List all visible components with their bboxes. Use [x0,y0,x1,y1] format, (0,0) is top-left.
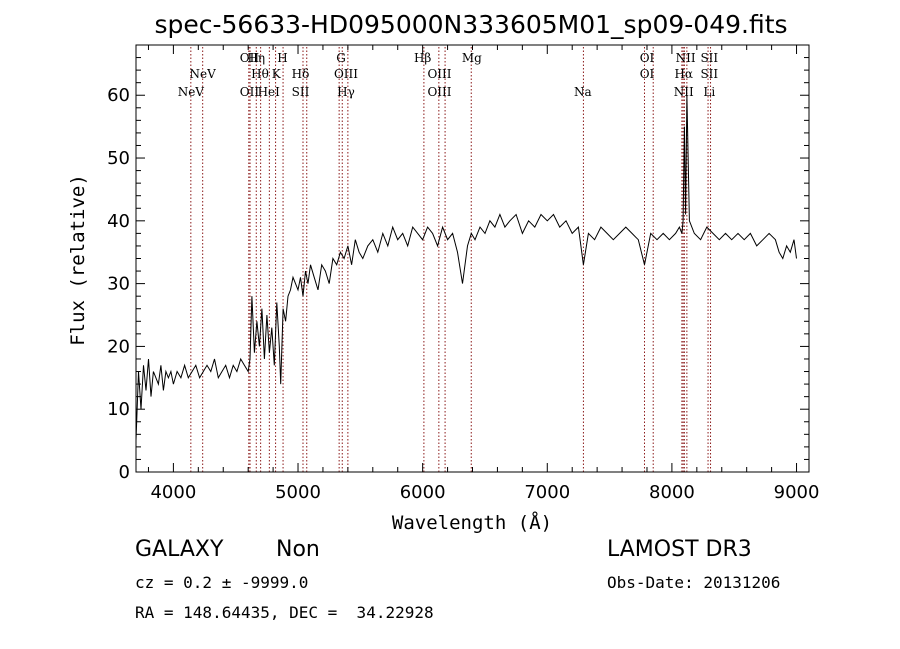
y-tick-label-60: 60 [107,85,130,106]
x-tick-label-8000: 8000 [649,482,695,503]
chart-title: spec-56633-HD095000N333605M01_sp09-049.f… [154,10,787,39]
y-tick-label-40: 40 [107,211,130,232]
line-label-3: OII [240,85,260,99]
line-label-8: H [277,51,287,65]
line-label-20: OI [640,67,655,81]
object-class: GALAXY [135,537,224,562]
spectrum-line-0 [135,95,797,441]
x-axis: 4000 5000 6000 7000 8000 9000 [147,45,820,503]
x-tick-label-6000: 6000 [400,482,446,503]
line-label-11: G [336,51,346,65]
line-label-6: HeI [258,85,281,99]
x-tick-label-7000: 7000 [524,482,570,503]
line-label-14: Hβ [414,51,431,65]
line-label-12: OIII [334,67,358,81]
line-label-25: SII [700,67,718,81]
line-label-0: NeV [178,85,205,99]
line-label-7: K [272,67,282,81]
line-label-2: OII [240,51,260,65]
line-label-13: Hγ [337,85,355,99]
line-label-9: Hδ [292,67,310,81]
line-label-16: OIII [427,85,451,99]
line-label-23: NII [674,85,694,99]
line-label-21: NII [676,51,696,65]
y-axis: 0 10 20 30 40 50 60 [107,44,809,483]
line-label-5: Hθ [251,67,269,81]
line-label-22: Hα [674,67,693,81]
line-label-24: SII [700,51,718,65]
x-axis-label: Wavelength (Å) [392,511,552,534]
survey-name: LAMOST DR3 [607,537,752,562]
y-tick-label-10: 10 [107,399,130,420]
line-label-10: SII [292,85,310,99]
obs-date-line: Obs-Date: 20131206 [607,573,781,592]
x-tick-label-4000: 4000 [150,482,196,503]
object-subclass: Non [276,537,320,562]
y-tick-label-0: 0 [119,462,130,483]
y-axis-label: Flux (relative) [67,174,89,346]
redshift-line: cz = 0.2 ± -9999.0 [135,573,309,592]
spectrum-series [135,95,797,441]
line-label-18: Na [574,85,592,99]
line-label-26: Li [703,85,715,99]
x-tick-label-5000: 5000 [275,482,321,503]
line-label-19: OI [640,51,655,65]
x-tick-label-9000: 9000 [774,482,820,503]
line-label-4: Hη [247,51,265,65]
marker-lines [190,47,712,472]
line-label-17: Mg [462,51,482,65]
radec-line: RA = 148.64435, DEC = 34.22928 [135,603,434,622]
line-label-15: OIII [427,67,451,81]
line-labels: NeVNeVOIIOIIHηHθHeIKHHδSIIGOIIIHγHβOIIIO… [178,51,719,99]
y-tick-label-30: 30 [107,274,130,295]
y-tick-label-50: 50 [107,148,130,169]
y-tick-label-20: 20 [107,336,130,357]
line-label-1: NeV [190,67,217,81]
